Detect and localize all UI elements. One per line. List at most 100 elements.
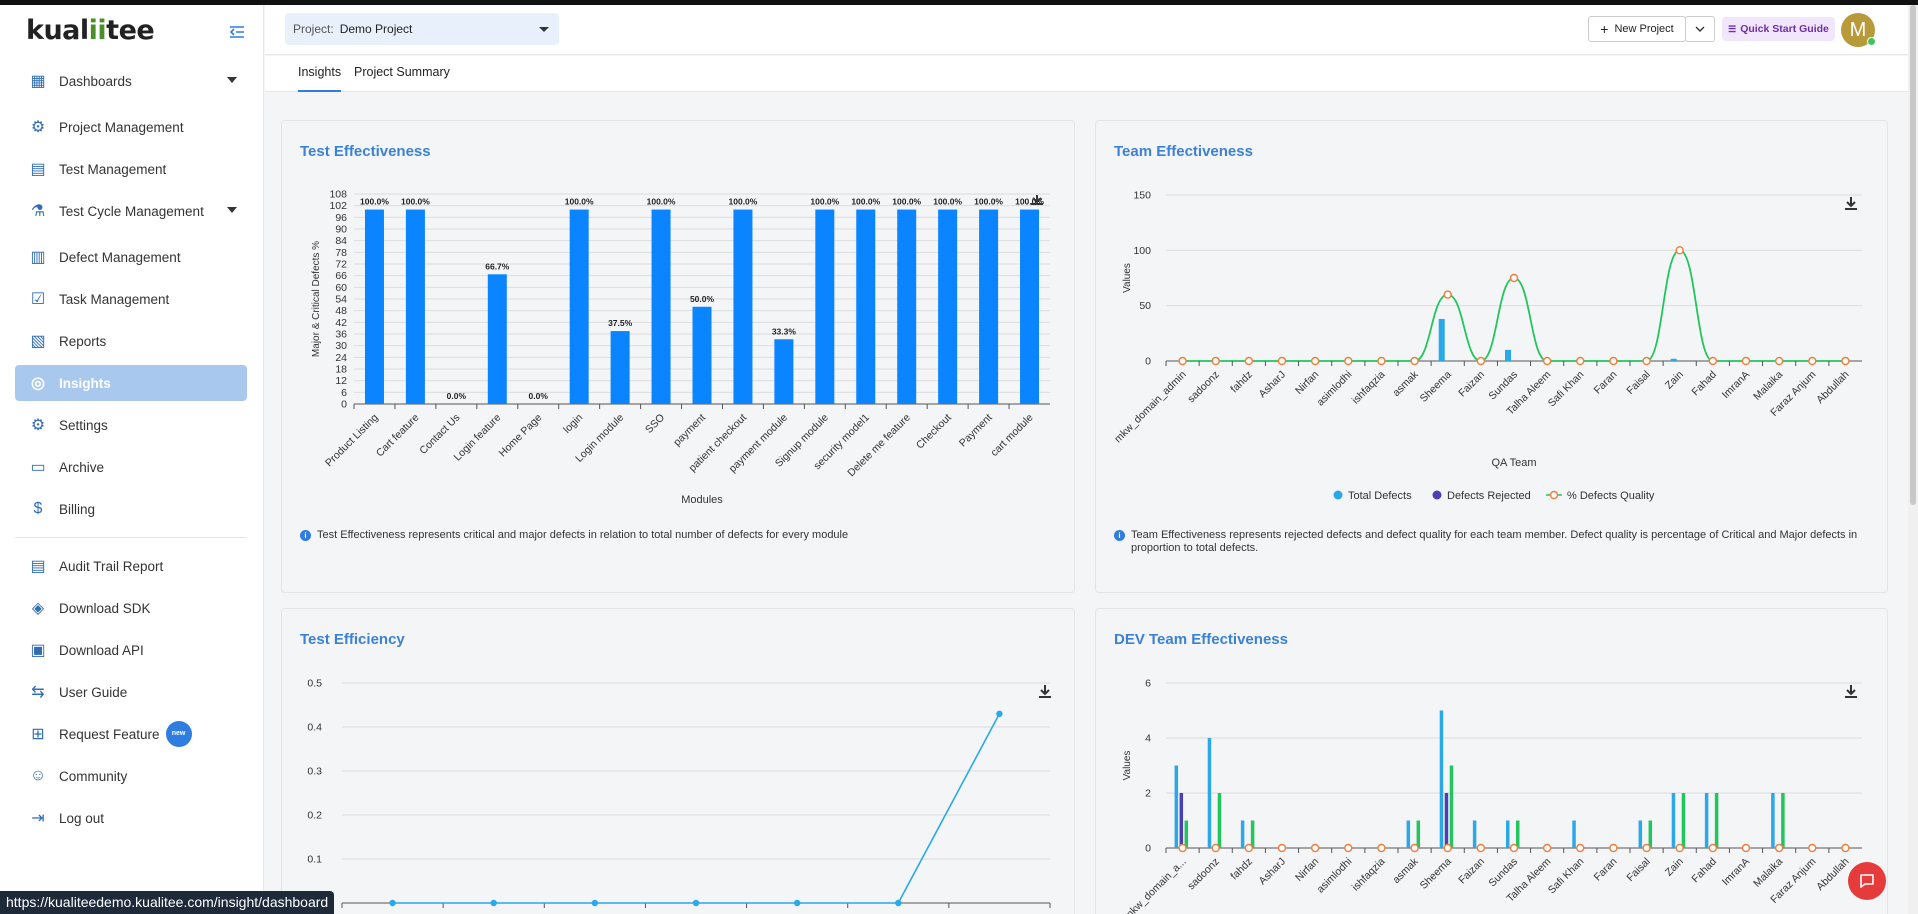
- sidebar-item-request-feature[interactable]: ⊞ Request Feature new: [15, 716, 247, 752]
- bar-total-defects: [1207, 738, 1212, 848]
- sidebar-item-task-management[interactable]: ☑ Task Management: [15, 281, 247, 317]
- bar-total-defects: [1771, 793, 1775, 848]
- efficiency-point: [793, 899, 801, 907]
- api-icon: ▣: [30, 642, 46, 659]
- bar-total-defects: [1704, 793, 1709, 848]
- point-defects-quality: [1509, 273, 1519, 283]
- flask-icon: ⚗: [30, 203, 46, 220]
- sidebar-item-archive[interactable]: ▭ Archive: [15, 449, 247, 485]
- chat-icon[interactable]: [1848, 862, 1886, 900]
- collapse-sidebar-icon[interactable]: [227, 23, 247, 41]
- y-tick-label: 0.1: [307, 854, 322, 866]
- sidebar-item-settings[interactable]: ⚙ Settings: [15, 407, 247, 443]
- x-tick-label: Abdullah: [1814, 369, 1851, 406]
- card-title: Team Effectiveness: [1114, 143, 1253, 160]
- bar-defects-fixed: [1184, 820, 1189, 848]
- download-icon[interactable]: [1843, 683, 1859, 699]
- x-tick-label: fahdz: [1228, 369, 1255, 396]
- point-defect-quality: [1277, 843, 1287, 853]
- project-select[interactable]: Project: Demo Project: [285, 13, 559, 45]
- point-defect-quality: [1410, 843, 1419, 853]
- bar: [364, 209, 384, 404]
- bar-total-defects: [1506, 820, 1510, 848]
- sidebar-item-label: User Guide: [59, 684, 128, 700]
- info-note: i Test Effectiveness represents critical…: [300, 529, 1060, 542]
- line-defects-quality: [1182, 249, 1846, 362]
- point-defect-quality: [1178, 843, 1187, 853]
- chevron-down-icon[interactable]: [227, 207, 237, 213]
- avatar[interactable]: M: [1841, 13, 1876, 47]
- sidebar-item-label: Defect Management: [59, 249, 181, 265]
- list-icon: ☰: [1728, 23, 1737, 34]
- download-icon[interactable]: [1037, 683, 1053, 699]
- chevron-down-icon: [539, 27, 549, 32]
- tab-project-summary[interactable]: Project Summary: [354, 65, 450, 79]
- point-defect-quality: [1576, 843, 1585, 853]
- sidebar-item-insights[interactable]: ◎ Insights: [15, 365, 247, 401]
- sidebar-item-log-out[interactable]: ⇥ Log out: [15, 800, 247, 836]
- data-label: 0.0%: [529, 391, 549, 401]
- y-tick-label: 150: [1133, 190, 1151, 202]
- bar: [610, 331, 630, 404]
- point-defects-quality: [1344, 356, 1353, 366]
- chevron-down-icon[interactable]: [227, 77, 237, 83]
- bar-defects-fixed: [1416, 820, 1421, 848]
- tab-insights[interactable]: Insights: [298, 56, 342, 92]
- bar: [692, 306, 712, 404]
- y-tick-label: 0: [1145, 356, 1151, 368]
- bar-total-defects: [1671, 793, 1676, 848]
- sidebar-item-audit-trail-report[interactable]: ▤ Audit Trail Report: [15, 548, 247, 584]
- bar-defects-fixed: [1714, 793, 1719, 848]
- new-badge: new: [165, 721, 192, 747]
- x-axis-title: QA Team: [1491, 457, 1536, 469]
- data-label: 100.0%: [565, 197, 594, 207]
- x-axis-title: Modules: [681, 494, 723, 506]
- point-defects-quality: [1542, 356, 1552, 366]
- y-tick-label: 72: [335, 259, 347, 271]
- y-tick-label: 0.4: [307, 722, 322, 734]
- point-defects-quality: [1808, 356, 1817, 366]
- point-defect-quality: [1377, 843, 1386, 853]
- x-tick-label: asimlodhi: [1315, 369, 1355, 409]
- point-defect-quality: [1609, 843, 1618, 853]
- page-scrollbar[interactable]: [1908, 5, 1918, 914]
- sidebar-item-reports[interactable]: ▧ Reports: [15, 323, 247, 359]
- download-icon[interactable]: [1843, 195, 1859, 211]
- sidebar-item-dashboards[interactable]: ▦ Dashboards: [15, 63, 247, 99]
- sidebar-item-label: Billing: [59, 501, 96, 517]
- sidebar-item-download-sdk[interactable]: ◈ Download SDK: [15, 590, 247, 626]
- bar-defects-fixed: [1250, 820, 1255, 848]
- defect-icon: ▥: [30, 249, 46, 266]
- sidebar-item-label: Community: [59, 768, 128, 784]
- y-tick-label: 0.3: [307, 766, 322, 778]
- x-tick-label: AsharJ: [1257, 369, 1289, 401]
- new-project-dropdown-button[interactable]: [1685, 16, 1715, 42]
- project-select-label: Project:: [293, 22, 334, 36]
- data-label: 66.7%: [485, 261, 510, 271]
- point-defect-quality: [1808, 843, 1817, 853]
- point-defect-quality: [1841, 843, 1850, 853]
- sidebar-item-test-cycle-management[interactable]: ⚗ Test Cycle Management: [15, 193, 247, 229]
- sidebar-item-community[interactable]: ☺ Community: [15, 758, 247, 794]
- sidebar-item-project-management[interactable]: ⚙ Project Management: [15, 109, 247, 145]
- x-tick-label: fahdz: [1228, 856, 1255, 883]
- y-axis-title: Values: [1122, 751, 1133, 781]
- quick-start-guide-button[interactable]: ☰ Quick Start Guide: [1722, 17, 1835, 41]
- sidebar-item-label: Download API: [59, 642, 144, 658]
- scrollbar-thumb[interactable]: [1910, 5, 1916, 505]
- signpost-icon: ⇆: [31, 684, 45, 701]
- y-tick-label: 54: [335, 294, 347, 306]
- test-management-icon: ▤: [30, 161, 46, 178]
- new-project-button[interactable]: + New Project: [1588, 16, 1686, 42]
- logo[interactable]: kualiitee: [26, 15, 155, 46]
- sidebar-item-download-api[interactable]: ▣ Download API: [15, 632, 247, 668]
- dev-team-effectiveness-card: DEV Team Effectiveness 0 2 4 6 mkw_domain_a.…: [1095, 608, 1888, 914]
- sidebar-item-billing[interactable]: $ Billing: [15, 491, 247, 527]
- sidebar-item-test-management[interactable]: ▤ Test Management: [15, 151, 247, 187]
- sidebar-item-user-guide[interactable]: ⇆ User Guide: [15, 674, 247, 710]
- x-tick-label: ishfaqzia: [1350, 369, 1388, 407]
- sidebar-item-defect-management[interactable]: ▥ Defect Management: [15, 239, 247, 275]
- efficiency-point: [591, 899, 599, 907]
- data-label: 100.0%: [401, 197, 430, 207]
